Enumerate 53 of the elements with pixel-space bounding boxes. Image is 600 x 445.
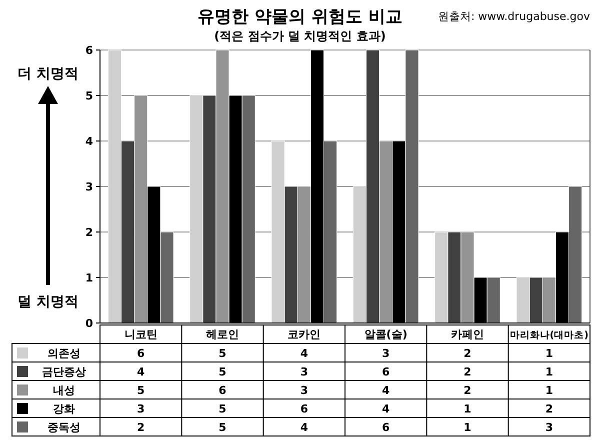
legend-label: 중독성 xyxy=(48,421,80,434)
data-label: 4 xyxy=(137,366,146,378)
text: 원출처: www.drugabuse.gov xyxy=(438,10,590,23)
data-label: 5 xyxy=(218,402,226,416)
legend-label: 금단증상 xyxy=(42,366,86,378)
data-label: 5 xyxy=(218,347,226,360)
data-label: 1 xyxy=(545,347,553,360)
legend-label: 내성 xyxy=(53,384,75,397)
data-label: 4 xyxy=(382,384,390,397)
data-label: 2 xyxy=(464,347,472,360)
y-tick-label: 6 xyxy=(85,44,94,57)
data-label: 3 xyxy=(382,347,390,360)
data-label: 3 xyxy=(545,421,553,434)
y-tick-label: 0 xyxy=(85,317,94,330)
data-label: 1 xyxy=(545,366,553,378)
y-tick-label: 5 xyxy=(85,90,93,102)
data-label: 2 xyxy=(137,421,145,434)
data-label: 1 xyxy=(545,384,553,397)
data-label: 2 xyxy=(464,366,472,378)
data-label: 6 xyxy=(218,384,227,397)
data-label: 6 xyxy=(382,421,390,434)
x-tick-label: 알콜(술) xyxy=(364,328,408,341)
chart-subtitle: (적은 점수가 덜 치명적인 효과) xyxy=(214,29,386,43)
data-label: 6 xyxy=(300,402,308,416)
x-tick-label: 카페인 xyxy=(451,328,484,341)
data-label: 3 xyxy=(300,366,308,378)
legend-label: 강화 xyxy=(53,402,75,416)
y-tick-label: 3 xyxy=(85,180,93,194)
data-label: 3 xyxy=(137,402,145,416)
data-label: 5 xyxy=(137,384,145,397)
x-tick-label: 니코틴 xyxy=(124,328,158,341)
data-label: 5 xyxy=(218,421,226,434)
data-label: 4 xyxy=(300,421,308,434)
data-label: 1 xyxy=(464,402,472,416)
legend-label: 의존성 xyxy=(48,347,80,360)
data-label: 5 xyxy=(218,366,226,378)
x-tick-label: 마리화나(대마초) xyxy=(510,330,589,341)
x-tick-label: 코카인 xyxy=(288,328,321,341)
y-tick-label: 2 xyxy=(85,226,93,239)
data-label: 6 xyxy=(137,347,146,360)
y-tick-label: 4 xyxy=(85,135,94,148)
data-label: 2 xyxy=(545,402,553,416)
data-label: 4 xyxy=(300,347,308,360)
data-label: 3 xyxy=(300,384,308,397)
data-label: 2 xyxy=(464,384,472,397)
data-label: 6 xyxy=(382,366,390,378)
chart-title: 유명한 약물의 위험도 비교 xyxy=(198,7,402,27)
data-label: 4 xyxy=(382,402,390,416)
y-tick-label: 1 xyxy=(85,272,93,284)
text: 덜 치명적 xyxy=(18,294,78,310)
text: 더 치명적 xyxy=(18,66,78,82)
data-label: 1 xyxy=(464,421,472,434)
x-tick-label: 헤로인 xyxy=(206,328,239,341)
